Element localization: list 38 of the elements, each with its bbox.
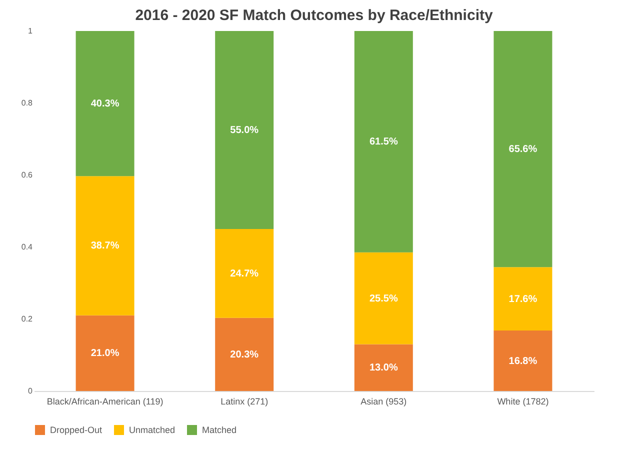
- bar: [494, 267, 552, 331]
- bar: [494, 31, 552, 268]
- x-tick-label: Latinx (271): [220, 396, 268, 406]
- y-tick-label: 0.8: [21, 98, 34, 108]
- x-tick-label: Asian (953): [360, 396, 407, 406]
- data-label: 65.6%: [508, 144, 538, 156]
- bar: [76, 31, 134, 176]
- legend-label: Unmatched: [129, 425, 176, 435]
- data-label: 38.7%: [90, 240, 120, 252]
- bar: [215, 229, 274, 318]
- bar: [354, 31, 413, 252]
- bar: [215, 31, 274, 229]
- data-label: 24.7%: [230, 268, 259, 280]
- y-tick-label: 0.2: [21, 314, 34, 324]
- y-tick-label: 0.6: [21, 170, 34, 180]
- y-tick-label: 0.4: [21, 242, 34, 252]
- x-tick-label: White (1782): [497, 396, 549, 406]
- y-tick-label: 1: [28, 26, 34, 36]
- bar: [354, 344, 413, 391]
- bar: [215, 318, 274, 391]
- data-label: 13.0%: [369, 362, 398, 374]
- bar: [494, 330, 552, 391]
- chart-title: 2016 - 2020 SF Match Outcomes by Race/Ethnicity: [135, 7, 494, 24]
- x-tick-label: Black/African-American (119): [46, 396, 164, 406]
- bar: [76, 315, 134, 391]
- data-label: 40.3%: [90, 98, 120, 110]
- data-label: 20.3%: [230, 349, 259, 360]
- data-label: 16.8%: [508, 356, 538, 367]
- bar: [354, 252, 413, 344]
- data-label: 25.5%: [369, 293, 398, 304]
- data-label: 61.5%: [369, 136, 398, 148]
- legend-label: Matched: [202, 425, 237, 435]
- data-label: 55.0%: [230, 125, 259, 136]
- legend-label: Dropped-Out: [50, 425, 103, 435]
- bar: [76, 176, 134, 316]
- y-tick-label: 0: [28, 386, 34, 396]
- data-label: 17.6%: [508, 294, 538, 305]
- data-label: 21.0%: [90, 348, 120, 360]
